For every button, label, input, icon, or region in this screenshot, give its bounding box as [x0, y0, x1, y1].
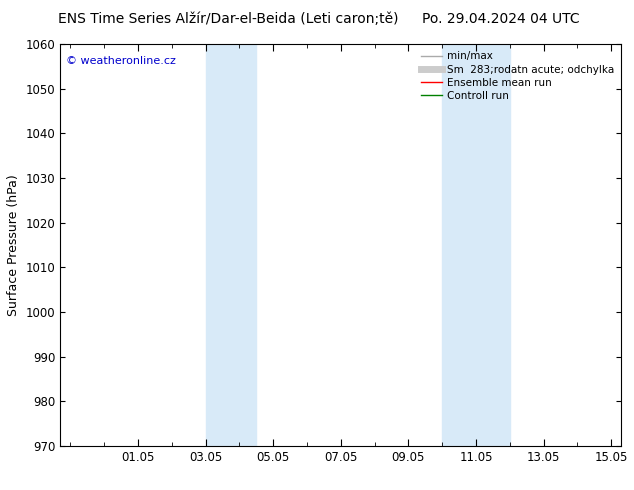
Text: Po. 29.04.2024 04 UTC: Po. 29.04.2024 04 UTC	[422, 12, 579, 26]
Text: ENS Time Series Alžír/Dar-el-Beida (Leti caron;tě): ENS Time Series Alžír/Dar-el-Beida (Leti…	[58, 12, 399, 26]
Y-axis label: Surface Pressure (hPa): Surface Pressure (hPa)	[7, 174, 20, 316]
Bar	[442, 44, 510, 446]
Text: © weatheronline.cz: © weatheronline.cz	[66, 56, 176, 66]
Legend: min/max, Sm  283;rodatn acute; odchylka, Ensemble mean run, Controll run: min/max, Sm 283;rodatn acute; odchylka, …	[417, 47, 618, 105]
Bar	[205, 44, 256, 446]
